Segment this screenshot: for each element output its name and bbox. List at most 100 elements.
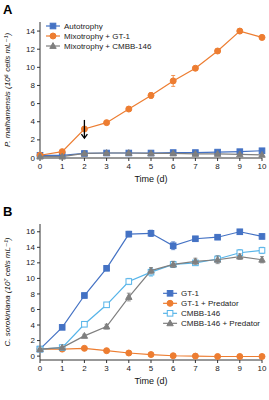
error-cap (171, 249, 175, 250)
y-tick-label: 12 (26, 45, 35, 54)
point (104, 150, 110, 156)
point (104, 265, 110, 271)
legend-label: GT-1 + Predator (181, 299, 239, 308)
point (82, 151, 88, 157)
x-tick (128, 158, 129, 161)
x-tick (173, 360, 174, 363)
y-tick (37, 247, 40, 248)
y-tick-label: 0 (31, 154, 36, 163)
legend-item: CMBB-146 + Predator (163, 319, 260, 328)
point (148, 231, 154, 237)
error-cap (171, 86, 175, 87)
point (192, 258, 198, 264)
point (59, 153, 65, 159)
x-tick (40, 360, 41, 363)
point (82, 321, 88, 327)
error-bar (127, 278, 131, 284)
point (215, 354, 221, 360)
legend-marker (50, 23, 56, 29)
y-tick-label: 12 (26, 258, 35, 267)
point (170, 261, 176, 267)
series-line (40, 250, 262, 349)
y-tick (37, 49, 40, 50)
x-axis-label: Time (d) (134, 376, 167, 386)
x-tick-label: 0 (38, 162, 43, 171)
point (148, 150, 154, 156)
y-tick-label: 14 (26, 27, 35, 36)
legend: AutotrophyMixotrophy + GT-1Mixotrophy + … (46, 22, 152, 51)
x-tick-label: 10 (258, 364, 267, 373)
y-tick (37, 262, 40, 263)
x-tick-label: 9 (238, 364, 243, 373)
y-tick (37, 325, 40, 326)
point (103, 323, 109, 329)
error-bar (238, 29, 242, 34)
error-bar (238, 229, 242, 234)
legend-item: CMBB-146 (163, 309, 221, 318)
point (126, 231, 132, 237)
y-tick-label: 8 (31, 290, 36, 299)
point (103, 150, 109, 156)
y-tick-label: 6 (31, 99, 36, 108)
error-bar (216, 235, 220, 240)
legend-item: Autotrophy (46, 22, 103, 31)
y-tick (37, 121, 40, 122)
point (59, 345, 65, 351)
point (37, 152, 43, 158)
error-bar (82, 322, 86, 327)
point (81, 150, 87, 156)
point (104, 302, 110, 308)
point (192, 65, 198, 71)
point (170, 150, 176, 156)
point (37, 346, 43, 352)
legend-marker (167, 311, 173, 317)
y-tick (37, 31, 40, 32)
point (259, 354, 265, 360)
y-tick-label: 0 (31, 352, 36, 361)
x-tick-label: 1 (60, 162, 65, 171)
x-tick-label: 7 (193, 364, 198, 373)
point (37, 346, 43, 352)
x-tick (151, 360, 152, 363)
x-tick-label: 5 (149, 162, 154, 171)
point (37, 153, 43, 159)
x-tick-label: 5 (149, 364, 154, 373)
y-tick-label: 6 (31, 305, 36, 314)
point (126, 279, 132, 285)
series-line (40, 257, 262, 349)
x-tick (84, 158, 85, 161)
x-tick-label: 3 (104, 364, 109, 373)
x-tick (62, 360, 63, 363)
x-tick (106, 158, 107, 161)
error-bar (171, 242, 175, 250)
error-cap (216, 263, 220, 264)
x-tick-label: 2 (82, 162, 87, 171)
x-tick-label: 9 (238, 162, 243, 171)
y-tick (37, 340, 40, 341)
y-tick (37, 67, 40, 68)
error-bar (105, 266, 109, 271)
error-bar (260, 247, 264, 253)
x-tick (262, 360, 263, 363)
point (237, 229, 243, 235)
y-axis-line (40, 22, 41, 158)
point (215, 256, 221, 262)
series (37, 150, 265, 159)
point (259, 151, 265, 157)
series (37, 28, 265, 158)
y-tick-label: 4 (31, 321, 36, 330)
x-tick (195, 158, 196, 161)
arrow-head (81, 134, 87, 138)
point (59, 325, 65, 331)
y-tick-label: 4 (31, 117, 36, 126)
point (126, 350, 132, 356)
error-bar (171, 75, 175, 86)
legend-item: Mixotrophy + GT-1 (46, 32, 131, 41)
legend-label: Mixotrophy + GT-1 (64, 32, 131, 41)
series (37, 253, 265, 351)
x-tick (128, 360, 129, 363)
legend-item: GT-1 (163, 289, 199, 298)
x-tick-label: 4 (127, 364, 132, 373)
x-tick-label: 7 (193, 162, 198, 171)
series (37, 345, 265, 359)
